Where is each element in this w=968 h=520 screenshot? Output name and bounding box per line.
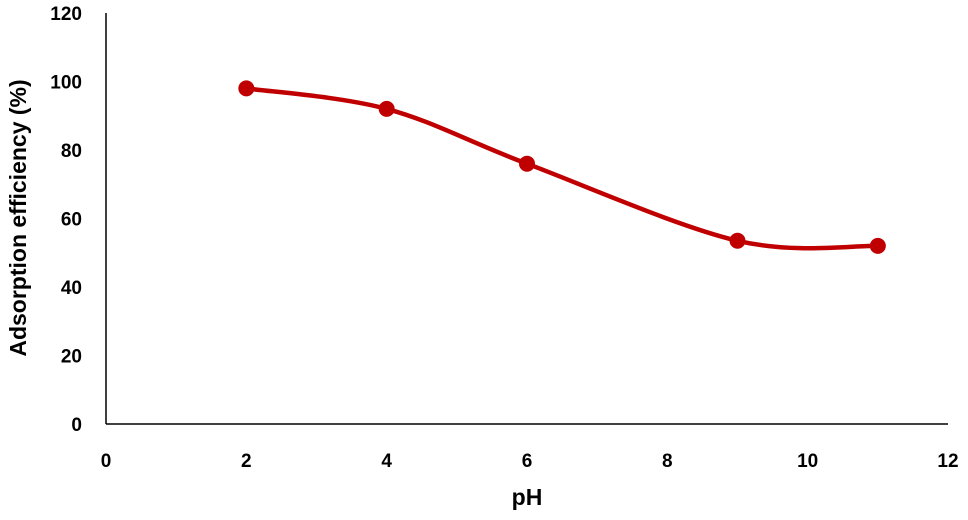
x-tick-labels: 0 2 4 6 8 10 12 [101, 451, 959, 472]
y-tick-label: 40 [61, 278, 82, 299]
axes [105, 13, 948, 425]
data-point [519, 155, 535, 172]
series-group [238, 80, 886, 254]
data-point [238, 80, 255, 97]
x-tick-label: 10 [797, 451, 818, 472]
x-tick-label: 12 [937, 451, 958, 472]
x-tick-label: 4 [381, 451, 392, 472]
x-tick-label: 8 [662, 451, 673, 472]
series-line [244, 86, 881, 251]
x-axis-title: pH [512, 484, 543, 510]
y-tick-label: 20 [61, 347, 82, 368]
y-tick-label: 60 [61, 210, 82, 231]
data-point [378, 100, 395, 117]
x-tick-label: 0 [101, 451, 112, 472]
y-tick-label: 120 [50, 4, 82, 25]
y-tick-label: 0 [71, 415, 82, 436]
y-axis-title: Adsorption efficiency (%) [5, 79, 31, 356]
x-tick-label: 2 [241, 451, 252, 472]
y-tick-labels: 0 20 40 60 80 100 120 [50, 4, 82, 436]
y-tick-label: 100 [50, 73, 82, 94]
x-tick-label: 6 [522, 451, 533, 472]
data-point [729, 232, 746, 249]
data-point [869, 237, 886, 254]
y-tick-label: 80 [61, 141, 82, 162]
